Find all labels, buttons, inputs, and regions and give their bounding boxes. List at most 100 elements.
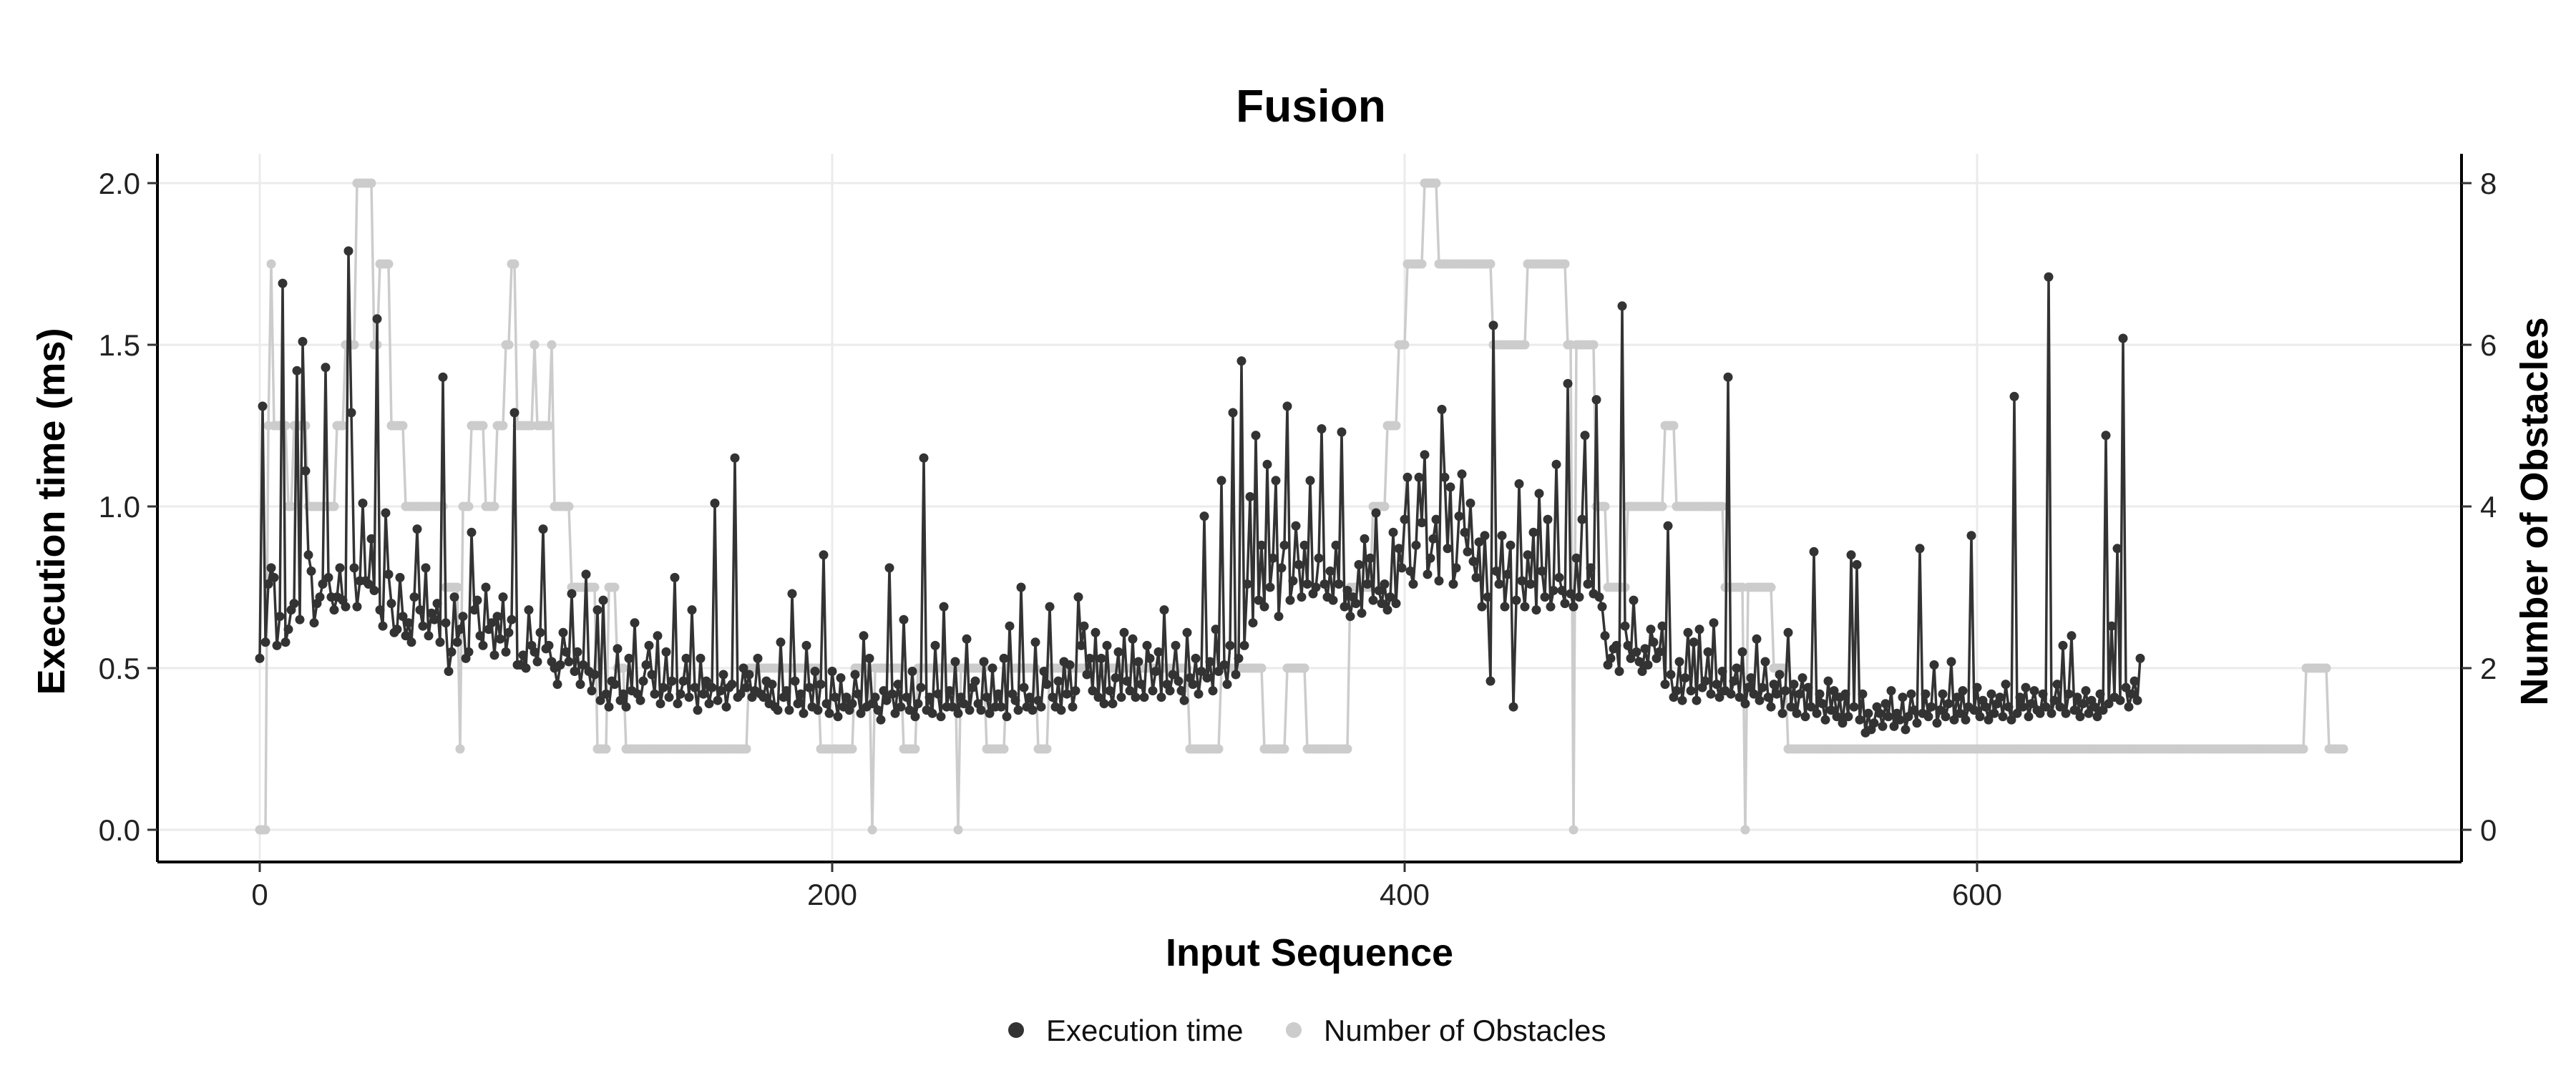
y-tick-label: 1.5 [99,328,140,362]
y2-tick-label: 0 [2480,813,2497,847]
obstacles-point [741,744,751,754]
execution-time-point [1305,476,1315,486]
execution-time-point [1660,680,1670,690]
execution-time-point [295,614,305,624]
execution-time-point [1551,459,1561,469]
obstacles-point [1589,340,1599,350]
x-tick-label: 400 [1380,878,1430,911]
execution-time-point [1136,680,1146,690]
execution-time-point [1420,450,1430,460]
execution-time-point [269,572,279,582]
execution-time-point [859,631,869,641]
execution-time-point [1460,527,1470,537]
execution-time-point [1689,637,1699,647]
execution-time-point [816,680,826,690]
execution-time-point [498,592,508,602]
execution-time-point [2121,682,2131,692]
execution-time-point [2029,686,2039,696]
execution-time-point [421,563,431,573]
execution-time-point [993,689,1003,699]
execution-time-point [1729,676,1739,686]
execution-time-point [1036,702,1046,712]
execution-time-point [1818,699,1828,709]
execution-time-point [933,689,943,699]
execution-time-point [1182,627,1192,637]
execution-time-point [635,695,645,705]
execution-time-point [1843,712,1853,722]
obstacles-point [478,421,488,431]
execution-time-point [976,705,986,715]
execution-time-point [343,246,353,256]
execution-time-point [323,572,333,582]
execution-time-point [618,689,628,699]
execution-time-point [292,366,302,376]
execution-time-point [1377,599,1387,609]
execution-time-point [907,667,917,676]
execution-time-point [1354,559,1364,569]
execution-time-point [2058,640,2068,650]
execution-time-point [727,680,737,690]
execution-time-point [1869,718,1879,728]
execution-time-point [1291,521,1301,531]
execution-time-point [441,618,451,628]
y2-tick-label: 6 [2480,328,2497,362]
execution-time-point [404,618,414,628]
execution-time-point [1076,640,1086,650]
execution-time-point [1560,599,1570,609]
legend-marker-number-of-obstacles [1286,1022,1302,1038]
execution-time-point [1105,686,1115,696]
execution-time-point [1002,712,1012,722]
execution-time-point [1471,572,1481,582]
execution-time-point [638,676,648,686]
execution-time-point [2104,699,2114,709]
execution-time-point [1637,667,1647,676]
execution-time-point [1153,647,1163,657]
execution-time-point [1239,640,1249,650]
execution-time-point [1294,559,1304,569]
obstacles-point [1485,259,1496,269]
execution-time-point [999,653,1009,663]
obstacles-point [1600,501,1610,511]
execution-time-point [687,605,697,615]
obstacles-point [530,340,540,350]
execution-time-point [673,699,683,709]
execution-time-point [721,702,731,712]
execution-time-point [1400,514,1410,524]
execution-time-point [1073,592,1083,602]
execution-time-point [521,663,531,673]
execution-time-point [1680,673,1690,683]
execution-time-point [1176,686,1186,696]
execution-time-point [1016,582,1026,592]
execution-time-point [1271,476,1281,486]
obstacles-point [398,421,408,431]
execution-time-point [2018,702,2028,712]
execution-time-point [1674,657,1684,667]
execution-time-point [2084,708,2094,718]
execution-time-point [1709,618,1719,628]
execution-time-point [255,653,265,663]
execution-time-point [2004,702,2014,712]
execution-time-point [1457,469,1467,479]
execution-time-point [501,647,511,657]
execution-time-point [1216,476,1226,486]
execution-time-point [1199,511,1209,521]
execution-time-point [1686,686,1696,696]
execution-time-point [1340,602,1350,612]
execution-time-point [1929,660,1939,670]
execution-time-point [2049,695,2059,705]
obstacles-point [509,259,519,269]
execution-time-point [799,708,809,718]
execution-time-point [1826,705,1836,715]
execution-time-point [913,699,923,709]
execution-time-point [821,699,831,709]
execution-time-point [1005,621,1015,631]
obstacles-point [2321,663,2331,673]
execution-time-point [1131,692,1141,702]
execution-time-point [670,572,680,582]
execution-time-point [1880,699,1890,709]
execution-time-point [1855,715,1865,725]
execution-time-point [1989,708,1999,718]
execution-time-point [1643,660,1653,670]
execution-time-point [1568,602,1579,612]
execution-time-point [1053,676,1063,686]
